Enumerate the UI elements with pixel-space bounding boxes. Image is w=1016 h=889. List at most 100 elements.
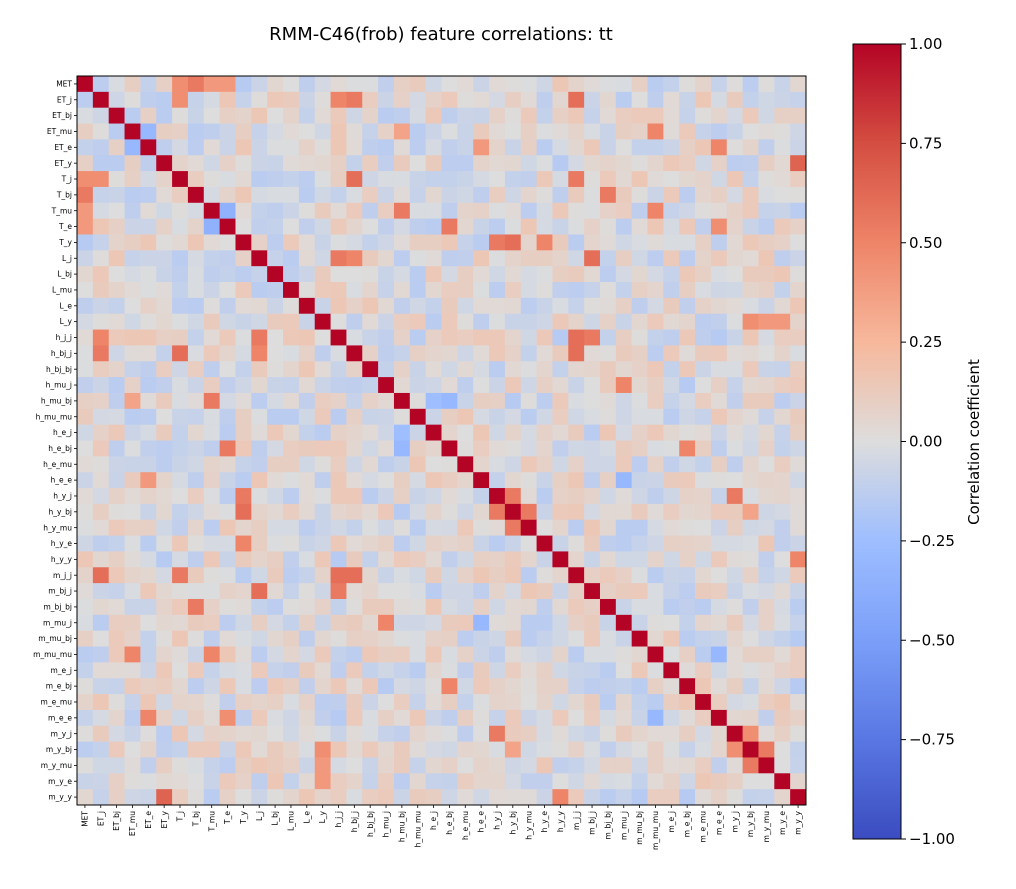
heatmap-cell xyxy=(790,139,807,156)
heatmap-cell xyxy=(330,678,347,695)
heatmap-cell xyxy=(251,567,268,584)
heatmap-cell xyxy=(599,519,617,536)
heatmap-cell xyxy=(710,583,728,600)
heatmap-cell xyxy=(790,456,807,473)
heatmap-cell xyxy=(584,773,601,790)
heatmap-cell xyxy=(124,424,141,441)
heatmap-cell xyxy=(409,234,427,251)
heatmap-cell xyxy=(663,155,680,172)
heatmap-cell xyxy=(758,282,775,299)
heatmap-cell xyxy=(631,519,648,536)
heatmap-cell xyxy=(314,678,331,695)
heatmap-cell xyxy=(441,472,458,489)
heatmap-cell xyxy=(790,757,807,774)
heatmap-cell xyxy=(599,266,617,283)
heatmap-cell xyxy=(726,583,744,600)
heatmap-cell xyxy=(536,361,553,378)
heatmap-cell xyxy=(774,266,791,283)
heatmap-cell xyxy=(92,123,110,140)
heatmap-cell xyxy=(742,361,759,378)
heatmap-cell xyxy=(362,266,379,283)
heatmap-cell xyxy=(314,155,331,172)
heatmap-cell xyxy=(267,424,284,441)
heatmap-cell xyxy=(140,551,157,568)
heatmap-cell xyxy=(758,392,775,410)
heatmap-cell xyxy=(520,76,537,93)
heatmap-cell xyxy=(568,424,585,441)
heatmap-cell xyxy=(663,186,680,204)
heatmap-cell xyxy=(314,171,331,188)
heatmap-cell xyxy=(615,741,633,758)
heatmap-cell xyxy=(695,250,712,267)
heatmap-cell xyxy=(409,377,427,394)
heatmap-cell xyxy=(235,440,252,457)
heatmap-cell xyxy=(187,694,205,711)
heatmap-cell xyxy=(172,567,189,584)
heatmap-cell xyxy=(77,234,94,251)
heatmap-cell xyxy=(425,123,442,140)
heatmap-cell xyxy=(489,583,506,600)
heatmap-cell xyxy=(124,392,141,410)
heatmap-cell xyxy=(647,678,664,695)
heatmap-cell xyxy=(679,488,696,505)
heatmap-cell xyxy=(362,392,379,410)
heatmap-cell xyxy=(314,709,331,727)
heatmap-cell xyxy=(283,123,300,140)
heatmap-cell xyxy=(203,488,221,505)
heatmap-cell xyxy=(457,392,474,410)
heatmap-cell xyxy=(378,202,395,220)
heatmap-cell xyxy=(584,583,601,600)
column-label: m_y_mu xyxy=(762,811,771,843)
heatmap-cell xyxy=(489,408,506,426)
heatmap-cell xyxy=(283,282,300,299)
heatmap-cell xyxy=(663,139,680,156)
heatmap-cell xyxy=(124,551,141,568)
heatmap-cell xyxy=(520,250,537,267)
heatmap-cell xyxy=(219,424,236,441)
heatmap-cell xyxy=(584,757,601,774)
heatmap-cell xyxy=(457,297,474,315)
heatmap-cell xyxy=(156,171,173,188)
heatmap-cell xyxy=(156,392,173,410)
heatmap-cell xyxy=(473,361,490,378)
heatmap-cell xyxy=(187,567,205,584)
heatmap-cell xyxy=(695,171,712,188)
heatmap-cell xyxy=(758,218,775,235)
heatmap-cell xyxy=(631,662,648,679)
row-label: m_bj_j xyxy=(48,587,72,596)
heatmap-cell xyxy=(140,741,157,758)
heatmap-cell xyxy=(536,789,553,806)
heatmap-cell xyxy=(156,694,173,711)
heatmap-cell xyxy=(393,440,411,457)
row-label: h_e_j xyxy=(53,428,72,437)
heatmap-cell xyxy=(283,646,300,663)
heatmap-cell xyxy=(346,662,363,679)
heatmap-cell xyxy=(140,646,157,663)
heatmap-cell xyxy=(631,266,648,283)
heatmap-cell xyxy=(124,202,141,220)
heatmap-cell xyxy=(489,202,506,220)
heatmap-cell xyxy=(457,218,474,235)
heatmap-cell xyxy=(251,76,268,93)
heatmap-cell xyxy=(536,630,553,647)
heatmap-cell xyxy=(489,424,506,441)
heatmap-cell xyxy=(599,456,617,473)
heatmap-cell xyxy=(790,741,807,758)
heatmap-cell xyxy=(679,250,696,267)
heatmap-cell xyxy=(108,107,125,124)
heatmap-cell xyxy=(409,282,427,299)
heatmap-cell xyxy=(267,583,284,600)
heatmap-cell xyxy=(584,392,601,410)
heatmap-cell xyxy=(172,139,189,156)
heatmap-cell xyxy=(679,757,696,774)
heatmap-cell xyxy=(156,313,173,330)
heatmap-cell xyxy=(489,503,506,521)
heatmap-cell xyxy=(124,76,141,93)
heatmap-cell xyxy=(758,313,775,330)
heatmap-cell xyxy=(695,630,712,647)
heatmap-cell xyxy=(774,392,791,410)
heatmap-cell xyxy=(520,725,537,743)
heatmap-cell xyxy=(251,250,268,267)
heatmap-cell xyxy=(172,709,189,727)
heatmap-cell xyxy=(552,551,569,568)
